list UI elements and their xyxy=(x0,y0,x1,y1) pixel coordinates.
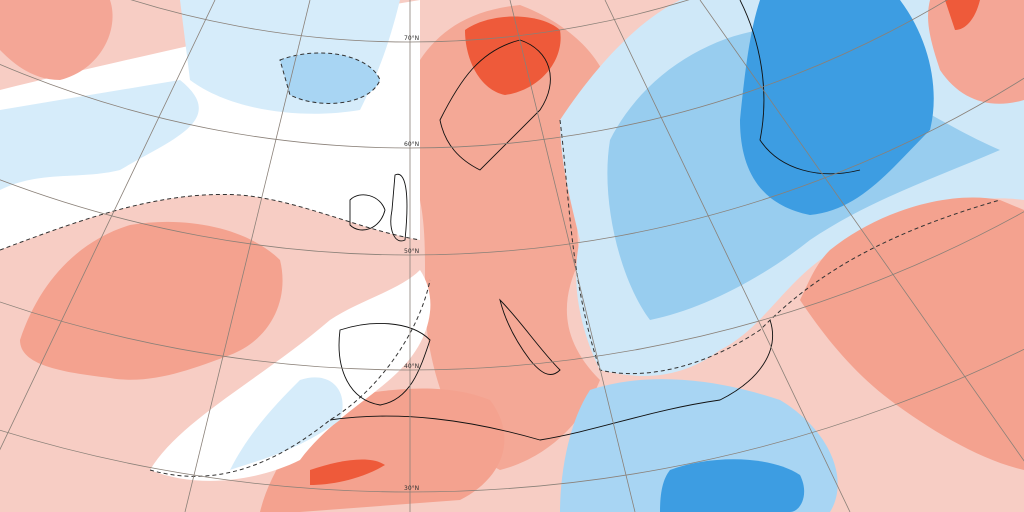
latitude-label: 40°N xyxy=(404,363,419,370)
contour xyxy=(279,52,381,104)
latitude-label: 30°N xyxy=(404,485,419,492)
contour xyxy=(149,279,431,477)
cool-region xyxy=(280,52,380,104)
strong-warm-region xyxy=(945,0,980,30)
meridian xyxy=(184,0,311,512)
warm-region xyxy=(0,0,113,80)
strong-cool-region xyxy=(740,0,934,215)
cool-region xyxy=(0,80,199,190)
coastline xyxy=(739,0,861,175)
meridian xyxy=(699,0,1024,462)
warm-region xyxy=(928,0,1024,104)
neutral-region xyxy=(150,270,431,481)
meridian xyxy=(0,0,216,451)
contour xyxy=(559,119,1001,375)
warm-region xyxy=(20,221,283,380)
cool-region xyxy=(230,377,343,470)
meridian xyxy=(509,0,636,512)
meridian xyxy=(604,0,851,512)
coastline xyxy=(499,298,561,375)
latitude-labels: 70°N 60°N 50°N 40°N 30°N xyxy=(404,35,419,492)
coastline xyxy=(329,319,773,441)
strong-warm-region xyxy=(465,16,561,95)
coastline xyxy=(349,173,408,242)
strong-warm-region xyxy=(310,459,385,485)
coastline xyxy=(439,39,551,171)
latitude-label: 50°N xyxy=(404,248,419,255)
strong-cool-region xyxy=(660,459,805,512)
latitude-label: 60°N xyxy=(404,141,419,148)
warm-region xyxy=(800,197,1024,470)
contour xyxy=(0,193,421,251)
latitude-label: 70°N xyxy=(404,35,419,42)
